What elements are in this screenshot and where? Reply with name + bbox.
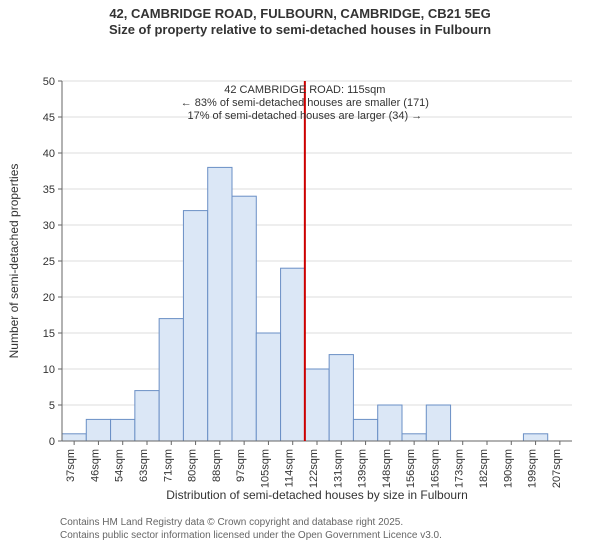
annotation-property: 42 CAMBRIDGE ROAD: 115sqm: [224, 84, 385, 96]
histogram-bar: [232, 196, 256, 441]
histogram-bar: [86, 420, 110, 442]
y-tick-label: 10: [43, 364, 55, 376]
histogram-bar: [62, 434, 86, 441]
histogram-bar: [329, 355, 353, 441]
x-tick-label: 63sqm: [138, 449, 150, 482]
x-tick-label: 71sqm: [162, 449, 174, 482]
histogram-bar: [183, 211, 207, 441]
histogram-bar: [402, 434, 426, 441]
y-tick-label: 30: [43, 220, 55, 232]
attribution-footer: Contains HM Land Registry data © Crown c…: [0, 516, 600, 542]
x-tick-label: 114sqm: [284, 449, 296, 487]
x-tick-label: 131sqm: [332, 449, 344, 488]
x-axis-label: Distribution of semi-detached houses by …: [166, 488, 468, 502]
histogram-bar: [111, 420, 135, 442]
title-line-1: 42, CAMBRIDGE ROAD, FULBOURN, CAMBRIDGE,…: [109, 6, 490, 21]
x-tick-label: 207sqm: [551, 449, 563, 488]
footer-line-2: Contains public sector information licen…: [60, 530, 442, 541]
x-tick-label: 37sqm: [65, 449, 77, 482]
histogram-bar: [523, 434, 547, 441]
histogram-bar: [305, 369, 329, 441]
histogram-bar: [159, 319, 183, 441]
histogram-bar: [426, 405, 450, 441]
y-tick-label: 40: [43, 148, 55, 160]
y-tick-label: 25: [43, 256, 55, 268]
x-tick-label: 148sqm: [381, 449, 393, 488]
histogram-bar: [256, 333, 280, 441]
y-tick-label: 20: [43, 292, 55, 304]
y-tick-label: 15: [43, 328, 55, 340]
histogram-bar: [353, 420, 377, 442]
x-tick-label: 97sqm: [235, 449, 247, 482]
histogram-bar: [208, 168, 232, 442]
y-tick-label: 0: [49, 436, 55, 448]
x-tick-label: 165sqm: [429, 449, 441, 488]
chart-title: 42, CAMBRIDGE ROAD, FULBOURN, CAMBRIDGE,…: [0, 0, 600, 37]
y-tick-label: 45: [43, 112, 55, 124]
footer-line-1: Contains HM Land Registry data © Crown c…: [60, 517, 403, 528]
x-tick-label: 80sqm: [187, 449, 199, 482]
histogram-bar: [378, 405, 402, 441]
x-tick-label: 54sqm: [114, 449, 126, 482]
annotation-larger: 17% of semi-detached houses are larger (…: [187, 110, 422, 122]
title-line-2: Size of property relative to semi-detach…: [109, 22, 491, 37]
x-tick-label: 105sqm: [259, 449, 271, 488]
y-tick-label: 35: [43, 184, 55, 196]
x-tick-label: 46sqm: [89, 449, 101, 482]
y-axis-label: Number of semi-detached properties: [7, 164, 21, 359]
histogram-bar: [135, 391, 159, 441]
y-tick-label: 50: [43, 76, 55, 88]
x-tick-label: 173sqm: [454, 449, 466, 488]
x-tick-label: 88sqm: [211, 449, 223, 482]
histogram-bar: [281, 268, 305, 441]
x-tick-label: 139sqm: [357, 449, 369, 488]
annotation-smaller: ← 83% of semi-detached houses are smalle…: [181, 97, 429, 109]
y-tick-label: 5: [49, 400, 55, 412]
x-tick-label: 199sqm: [527, 449, 539, 488]
x-tick-label: 182sqm: [478, 449, 490, 488]
x-tick-label: 190sqm: [502, 449, 514, 488]
x-tick-label: 156sqm: [405, 449, 417, 488]
histogram-chart: 0 5 10 15 20 25 30 35 40 45 50 37sqm 46sqm 54sqm 63sqm…: [0, 37, 600, 511]
x-tick-label: 122sqm: [308, 449, 320, 488]
